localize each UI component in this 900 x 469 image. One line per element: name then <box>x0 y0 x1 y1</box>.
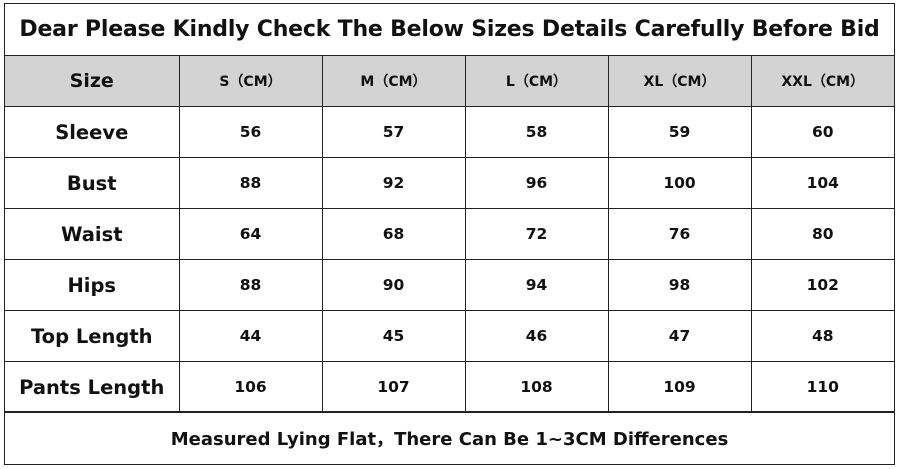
table-cell: 56 <box>178 106 323 158</box>
table-cell: 58 <box>464 106 609 158</box>
table-cell: 60 <box>750 106 894 158</box>
table-cell: 90 <box>321 259 466 311</box>
table-cell: 109 <box>607 361 752 413</box>
table-cell: 106 <box>178 361 323 413</box>
row-label-waist: Waist <box>5 208 180 260</box>
table-cell: 102 <box>750 259 894 311</box>
table-cell: 107 <box>321 361 466 413</box>
table-cell: 47 <box>607 310 752 362</box>
table-cell: 98 <box>607 259 752 311</box>
table-cell: 48 <box>750 310 894 362</box>
row-label-sleeve: Sleeve <box>5 106 180 158</box>
row-label-top-length: Top Length <box>5 310 180 362</box>
table-cell: 80 <box>750 208 894 260</box>
table-cell: 92 <box>321 157 466 209</box>
table-cell: 72 <box>464 208 609 260</box>
footer-note: Measured Lying Flat，There Can Be 1~3CM D… <box>5 411 894 464</box>
table-cell: 104 <box>750 157 894 209</box>
table-cell: 76 <box>607 208 752 260</box>
table-cell: 46 <box>464 310 609 362</box>
table-row: Pants Length 106 107 108 109 110 <box>5 361 894 413</box>
table-header-row: Size S（CM） M（CM） L（CM） XL（CM） XXL（CM） <box>5 56 894 107</box>
table-cell: 100 <box>607 157 752 209</box>
table-row: Hips 88 90 94 98 102 <box>5 259 894 311</box>
table-row: Bust 88 92 96 100 104 <box>5 157 894 209</box>
size-table: Size S（CM） M（CM） L（CM） XL（CM） XXL（CM） Sl… <box>5 56 894 413</box>
header-cell-xl: XL（CM） <box>607 56 752 107</box>
size-chart-sheet: Dear Please Kindly Check The Below Sizes… <box>4 3 895 465</box>
table-cell: 88 <box>178 157 323 209</box>
table-row: Sleeve 56 57 58 59 60 <box>5 106 894 158</box>
table-cell: 44 <box>178 310 323 362</box>
header-cell-xxl: XXL（CM） <box>750 56 894 107</box>
header-cell-l: L（CM） <box>464 56 609 107</box>
header-cell-m: M（CM） <box>321 56 466 107</box>
table-cell: 68 <box>321 208 466 260</box>
table-cell: 96 <box>464 157 609 209</box>
row-label-pants-length: Pants Length <box>5 361 180 413</box>
table-cell: 110 <box>750 361 894 413</box>
table-cell: 94 <box>464 259 609 311</box>
table-cell: 59 <box>607 106 752 158</box>
table-cell: 64 <box>178 208 323 260</box>
table-cell: 108 <box>464 361 609 413</box>
page-title: Dear Please Kindly Check The Below Sizes… <box>5 4 894 56</box>
table-row: Top Length 44 45 46 47 48 <box>5 310 894 362</box>
row-label-bust: Bust <box>5 157 180 209</box>
row-label-hips: Hips <box>5 259 180 311</box>
table-cell: 57 <box>321 106 466 158</box>
header-cell-s: S（CM） <box>178 56 323 107</box>
table-cell: 45 <box>321 310 466 362</box>
table-row: Waist 64 68 72 76 80 <box>5 208 894 260</box>
header-cell-size: Size <box>5 56 180 107</box>
table-cell: 88 <box>178 259 323 311</box>
